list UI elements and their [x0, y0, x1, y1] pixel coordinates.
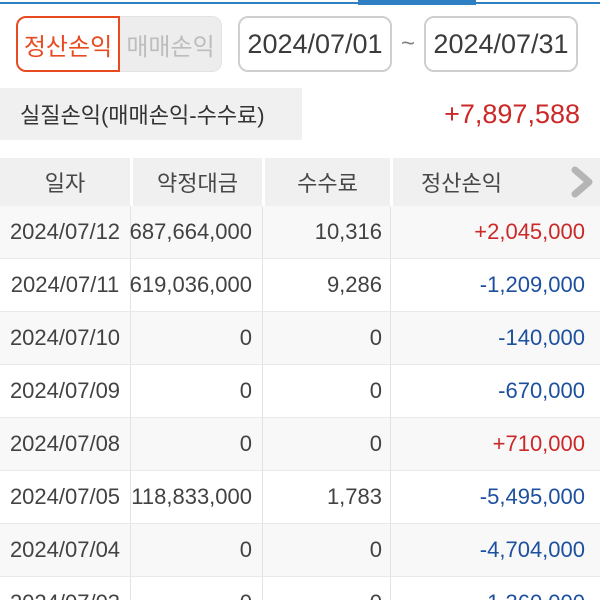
- amount-cell: 0: [130, 365, 262, 417]
- filter-controls: 정산손익 매매손익 2024/07/01 ~ 2024/07/31: [16, 16, 600, 72]
- date-cell: 2024/07/09: [9, 378, 121, 403]
- fee-cell: 0: [262, 312, 390, 364]
- fee-cell: 0: [262, 577, 390, 600]
- date-cell: 2024/07/05: [9, 484, 121, 509]
- pl-cell: -4,704,000: [390, 524, 600, 576]
- fee-cell: 9,286: [262, 259, 390, 311]
- pl-cell: -1,360,000: [390, 577, 600, 600]
- pl-cell: -1,209,000: [390, 259, 600, 311]
- pl-cell: -670,000: [390, 365, 600, 417]
- table-row[interactable]: 2024/07/09 0 0 -670,000: [0, 365, 600, 418]
- fee-cell: 0: [262, 418, 390, 470]
- tab-settlement-pl[interactable]: 정산손익: [16, 16, 120, 72]
- col-header-pl: 정산손익: [390, 158, 600, 206]
- col-header-amount: 약정대금: [130, 158, 262, 206]
- col-header-date: 일자: [0, 158, 130, 206]
- date-cell: 2024/07/03: [0, 577, 130, 600]
- pl-table: 일자 약정대금 수수료 정산손익 2024/07/12 687,664,000 …: [0, 158, 600, 600]
- net-profit-summary: 실질손익(매매손익-수수료) +7,897,588: [0, 88, 600, 140]
- date-cell: 2024/07/08: [9, 431, 121, 456]
- table-row[interactable]: 2024/07/11 619,036,000 9,286 -1,209,000: [0, 259, 600, 312]
- indicator-track: [0, 2, 600, 4]
- table-row[interactable]: 2024/07/10 0 0 -140,000: [0, 312, 600, 365]
- col-header-fee: 수수료: [262, 158, 390, 206]
- table-row[interactable]: 2024/07/12 687,664,000 10,316 +2,045,000: [0, 206, 600, 259]
- date-cell: 2024/07/04: [9, 537, 121, 562]
- fee-cell: 10,316: [262, 206, 390, 258]
- date-cell: 2024/07/11: [10, 272, 120, 297]
- amount-cell: 0: [130, 312, 262, 364]
- table-row[interactable]: 2024/07/08 0 0 +710,000: [0, 418, 600, 471]
- pl-table-rows: 2024/07/12 687,664,000 10,316 +2,045,000…: [0, 206, 600, 600]
- end-date-field[interactable]: 2024/07/31: [424, 16, 578, 72]
- pl-cell: +2,045,000: [390, 206, 600, 258]
- top-scroll-indicator: [0, 0, 600, 6]
- amount-cell: 619,036,000: [130, 259, 262, 311]
- amount-cell: 0: [130, 524, 262, 576]
- indicator-thumb[interactable]: [358, 0, 476, 5]
- pl-cell: -140,000: [390, 312, 600, 364]
- table-row[interactable]: 2024/07/04 0 0 -4,704,000: [0, 524, 600, 577]
- tab-trading-pl[interactable]: 매매손익: [120, 16, 222, 72]
- pl-cell: -5,495,000: [390, 471, 600, 523]
- date-cell: 2024/07/10: [9, 325, 121, 350]
- net-profit-label: 실질손익(매매손익-수수료): [0, 88, 302, 140]
- amount-cell: 0: [130, 577, 262, 600]
- fee-cell: 0: [262, 365, 390, 417]
- amount-cell: 118,833,000: [130, 471, 262, 523]
- date-range-separator: ~: [400, 30, 415, 57]
- date-cell: 2024/07/12: [9, 219, 121, 244]
- start-date-field[interactable]: 2024/07/01: [238, 16, 392, 72]
- chevron-right-icon[interactable]: [570, 166, 595, 198]
- pl-tab-group: 정산손익 매매손익: [16, 16, 222, 72]
- net-profit-value: +7,897,588: [444, 98, 580, 129]
- pl-cell: +710,000: [390, 418, 600, 470]
- pl-table-header: 일자 약정대금 수수료 정산손익: [0, 158, 600, 206]
- fee-cell: 0: [262, 524, 390, 576]
- amount-cell: 0: [130, 418, 262, 470]
- amount-cell: 687,664,000: [130, 206, 262, 258]
- fee-cell: 1,783: [262, 471, 390, 523]
- table-row[interactable]: 2024/07/05 118,833,000 1,783 -5,495,000: [0, 471, 600, 524]
- table-row[interactable]: 2024/07/03 0 0 -1,360,000: [0, 577, 600, 600]
